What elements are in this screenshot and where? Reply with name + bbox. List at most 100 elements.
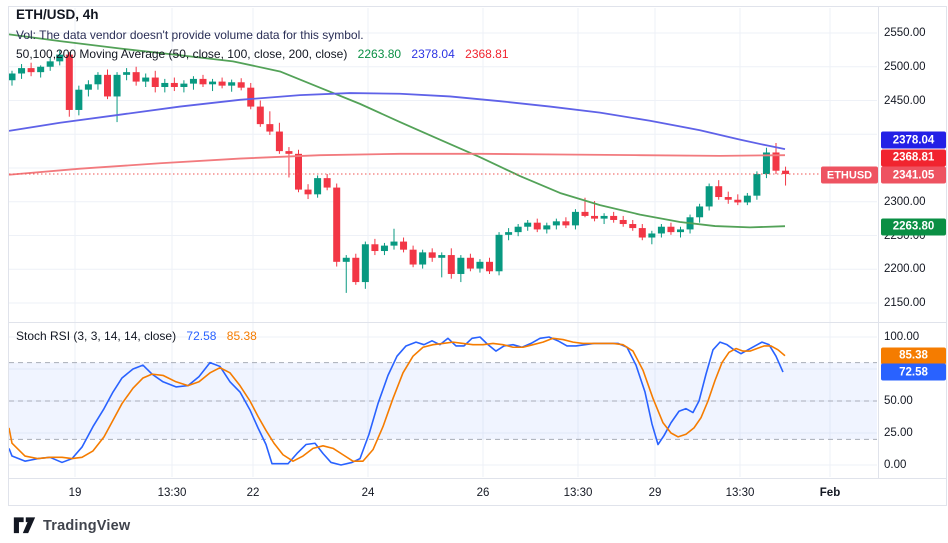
candle-up — [495, 234, 503, 272]
candle-down — [715, 186, 723, 198]
ma200-price-badge: 2368.81 — [881, 149, 946, 166]
candle-up — [543, 225, 551, 230]
frame-left — [8, 6, 9, 505]
stoch-line-k — [8, 336, 784, 466]
ma100-price-badge: 2378.04 — [881, 131, 946, 149]
candle-up — [8, 73, 16, 81]
symbol-price-tag: ETHUSD — [821, 166, 878, 184]
candle-down — [371, 244, 379, 252]
ma-legend[interactable]: 50,100,200 Moving Average (50, close, 10… — [16, 47, 509, 61]
price-axis-label: 2550.00 — [884, 27, 926, 39]
candle-up — [753, 174, 761, 196]
candle-down — [400, 241, 408, 250]
candle-up — [457, 257, 465, 274]
candle-down — [428, 252, 436, 258]
time-axis-label: 13:30 — [563, 487, 593, 499]
candle-down — [629, 224, 637, 229]
tradingview-label: TradingView — [43, 517, 131, 534]
candle-down — [533, 222, 541, 230]
candle-down — [170, 82, 178, 87]
volume-status-message: Vol: The data vendor doesn't provide vol… — [16, 28, 364, 42]
candle-up — [571, 211, 579, 226]
candle-down — [734, 199, 742, 203]
candle-down — [724, 197, 732, 200]
pane-separator[interactable] — [8, 322, 947, 323]
candle-down — [323, 178, 331, 188]
time-axis-label: 26 — [476, 487, 490, 499]
candle-down — [619, 219, 627, 225]
time-axis-label: 22 — [246, 487, 260, 499]
candle-up — [161, 82, 169, 87]
candle-up — [46, 61, 54, 67]
candle-down — [151, 77, 159, 87]
candle-up — [113, 74, 121, 97]
candle-down — [199, 78, 207, 85]
candle-up — [84, 84, 92, 90]
candle-up — [438, 255, 446, 258]
time-axis-label: 24 — [361, 487, 375, 499]
candle-down — [638, 228, 646, 238]
candle-down — [275, 131, 283, 152]
ma-line-ma50 — [8, 33, 786, 229]
candle-up — [94, 74, 102, 85]
stoch-rsi-legend[interactable]: Stoch RSI (3, 3, 14, 14, close) 72.58 85… — [16, 329, 257, 343]
candle-up — [514, 226, 522, 233]
candle-down — [266, 124, 274, 132]
frame-bottom — [8, 505, 947, 506]
time-axis-label: 13:30 — [157, 487, 187, 499]
frame-right — [946, 6, 947, 505]
tradingview-logo[interactable]: TradingView — [13, 516, 130, 535]
ma50-price-badge: 2263.80 — [881, 218, 946, 235]
price-axis-separator — [878, 6, 879, 478]
candle-down — [247, 87, 255, 107]
candle-down — [256, 106, 264, 125]
stoch-axis-label: 100.00 — [884, 331, 920, 343]
candle-up — [476, 261, 484, 269]
ma-line-ma100 — [8, 92, 786, 150]
price-axis-label: 2150.00 — [884, 297, 926, 309]
candle-up — [552, 221, 560, 226]
time-axis-label: 13:30 — [725, 487, 755, 499]
candle-up — [142, 77, 150, 82]
candle-down — [237, 82, 245, 88]
stoch-axis-label: 0.00 — [884, 459, 907, 471]
candle-down — [304, 189, 312, 195]
stoch-axis-label: 50.00 — [884, 395, 913, 407]
candle-up — [189, 78, 197, 84]
price-axis-label: 2500.00 — [884, 60, 926, 73]
candle-up — [228, 82, 236, 86]
symbol-title[interactable]: ETH/USD, 4h — [16, 7, 99, 22]
tradingview-icon — [13, 517, 36, 534]
candle-down — [447, 255, 455, 274]
stoch-d-value: 85.38 — [226, 329, 257, 343]
last-price-badge: 2341.05 — [881, 166, 946, 184]
candle-down — [285, 151, 293, 154]
candle-up — [600, 215, 608, 219]
candle-up — [390, 241, 398, 246]
ma-legend-title: 50,100,200 Moving Average (50, close, 10… — [16, 47, 348, 61]
stoch-line-d — [8, 337, 786, 462]
candle-down — [581, 211, 589, 216]
candle-up — [18, 68, 26, 74]
candle-down — [466, 257, 474, 269]
candle-down — [782, 170, 790, 175]
candle-down — [562, 221, 570, 226]
candle-up — [209, 81, 217, 85]
candle-down — [218, 81, 226, 86]
ma200-value: 2368.81 — [465, 47, 509, 61]
time-axis-label: 19 — [68, 487, 82, 499]
candle-down — [591, 215, 599, 219]
candle-up — [123, 72, 131, 75]
candle-down — [295, 153, 302, 190]
candle-up — [361, 244, 369, 283]
time-axis-label: 29 — [648, 487, 662, 499]
candle-up — [419, 252, 427, 265]
stoch-axis-label: 25.00 — [884, 427, 913, 439]
candle-up — [648, 233, 656, 238]
ma-line-ma200 — [8, 152, 786, 176]
candle-up — [762, 152, 770, 175]
stoch-legend-title: Stoch RSI (3, 3, 14, 14, close) — [16, 329, 177, 343]
candle-up — [180, 83, 188, 87]
